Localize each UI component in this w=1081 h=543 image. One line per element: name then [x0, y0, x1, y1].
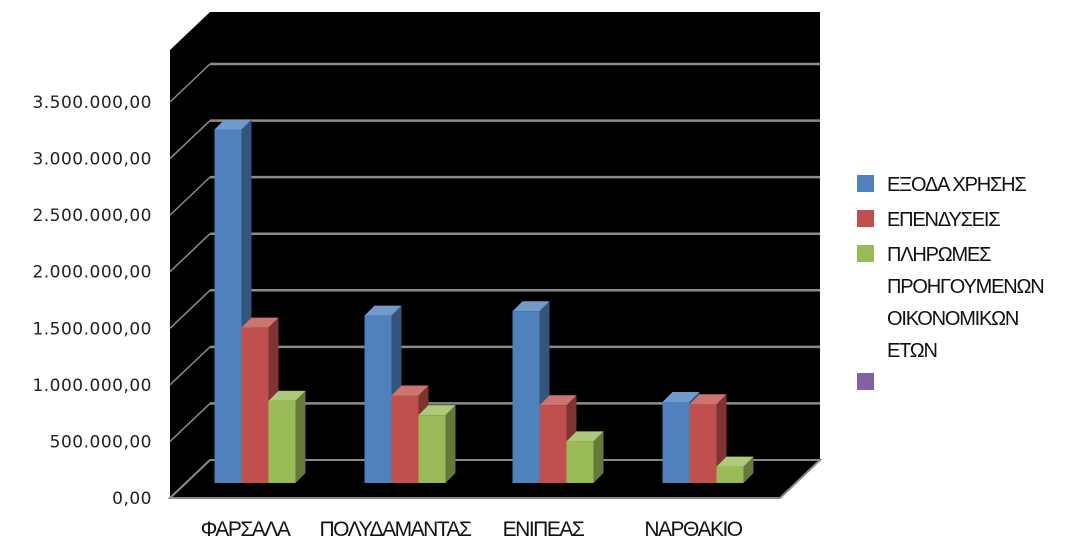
y-tick-label: 2.000.000,00 — [32, 263, 152, 283]
bar-front — [418, 415, 446, 483]
bar-top — [214, 119, 252, 130]
bar — [566, 431, 604, 483]
bar-front — [566, 441, 594, 483]
bar-top — [268, 390, 306, 401]
bar-top — [391, 385, 429, 396]
bar-top — [566, 431, 604, 442]
bar-front — [391, 395, 419, 483]
gridline-side — [169, 63, 211, 103]
gridline-side — [169, 402, 211, 442]
bar-top — [418, 405, 456, 416]
y-tick-label: 3.000.000,00 — [32, 150, 152, 170]
bar-front — [539, 405, 567, 483]
bar-top — [512, 301, 550, 312]
bar-top — [716, 456, 754, 467]
legend-swatch — [857, 373, 874, 390]
bar-side — [445, 405, 456, 483]
y-tick-label: 0,00 — [112, 489, 152, 509]
plot-side-wall-fill — [170, 12, 210, 498]
x-category-label: ΝΑΡΘΑΚΙΟ — [644, 518, 742, 541]
bar-top — [364, 305, 402, 316]
y-tick-label: 1.000.000,00 — [32, 376, 152, 396]
legend: ΕΞΟΔΑ ΧΡΗΣΗΣ ΕΠΕΝΔΥΣΕΙΣ ΠΛΗΡΩΜΕΣ ΠΡΟΗΓΟΥΜΕΝ… — [857, 174, 1045, 390]
bar-top — [539, 395, 577, 406]
bar-side — [295, 390, 306, 483]
legend-swatch — [857, 175, 874, 192]
bar-front — [716, 466, 744, 483]
x-category-label: ΦΑΡΣΑΛΑ — [201, 518, 291, 541]
y-tick-label: 2.500.000,00 — [32, 206, 152, 226]
legend-label: ΕΞΟΔΑ ΧΡΗΣΗΣ — [887, 174, 1026, 196]
bar-side — [743, 456, 754, 483]
plot-side-wall — [170, 12, 210, 498]
gridline-side — [169, 289, 211, 329]
bar-front — [512, 311, 540, 483]
bar-front — [268, 400, 296, 483]
bar-front — [662, 402, 690, 483]
bar-front — [214, 129, 242, 483]
legend-label: ΟΙΚΟΝΟΜΙΚΩΝ — [887, 308, 1018, 330]
y-tick-label: 3.500.000,00 — [32, 93, 152, 113]
gridlines — [169, 62, 820, 499]
gridline-side — [169, 459, 211, 499]
x-category-label: ΕΝΙΠΕΑΣ — [503, 518, 585, 541]
y-tick-label: 500.000,00 — [50, 432, 152, 452]
bar — [268, 390, 306, 483]
bar-top — [689, 394, 727, 405]
legend-swatch — [857, 210, 874, 227]
bar-top — [241, 317, 279, 328]
bar — [689, 394, 727, 483]
bar — [418, 405, 456, 483]
bar-top — [662, 392, 700, 403]
bar-front — [241, 327, 269, 483]
bar-front — [689, 404, 717, 483]
y-tick-label: 1.500.000,00 — [32, 319, 152, 339]
bar — [716, 456, 754, 483]
gridline-side — [169, 176, 211, 216]
x-category-label: ΠΟΛΥΔΑΜΑΝΤΑΣ — [320, 518, 473, 541]
bar-front — [364, 315, 392, 483]
legend-label: ΕΤΩΝ — [887, 340, 937, 362]
legend-label: ΠΡΟΗΓΟΥΜΕΝΩΝ — [887, 276, 1044, 298]
legend-label: ΕΠΕΝΔΥΣΕΙΣ — [887, 209, 1000, 231]
x-axis-category-labels: ΦΑΡΣΑΛΑ ΠΟΛΥΔΑΜΑΝΤΑΣ ΕΝΙΠΕΑΣ ΝΑΡΘΑΚΙΟ — [201, 518, 745, 541]
legend-label: ΠΛΗΡΩΜΕΣ — [887, 244, 991, 266]
legend-swatch — [857, 245, 874, 262]
gridline-side — [169, 346, 211, 386]
bars — [214, 119, 754, 483]
gridline-side — [169, 233, 211, 273]
gridline-side — [169, 120, 211, 160]
bar-side — [593, 431, 604, 483]
y-axis-tick-labels: 0,00 500.000,00 1.000.000,00 1.500.000,00 2.… — [32, 93, 152, 509]
